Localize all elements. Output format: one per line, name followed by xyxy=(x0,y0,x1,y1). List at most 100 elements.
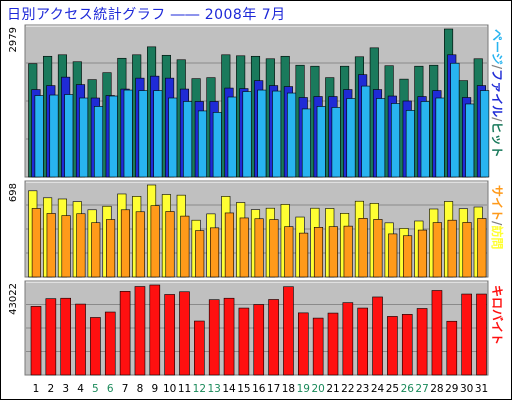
bar-hits-s2 xyxy=(138,90,148,178)
bar-kbytes-s0 xyxy=(268,299,279,376)
bar-kbytes-s0 xyxy=(238,307,250,376)
bar-hits-s2 xyxy=(227,96,237,178)
bar-hits-s2 xyxy=(197,110,208,178)
chart-title: 日別アクセス統計グラフ ―― 2008年 7月 xyxy=(7,7,286,23)
bar-kbytes-s0 xyxy=(446,320,458,376)
bar-visits-s1 xyxy=(31,208,41,278)
bar-visits-s1 xyxy=(180,215,190,278)
x-tick-label: 31 xyxy=(475,383,488,395)
bar-kbytes-s0 xyxy=(149,284,161,376)
x-tick-label: 30 xyxy=(460,383,473,395)
bar-hits-s2 xyxy=(301,108,312,178)
legend-item: / xyxy=(490,117,504,122)
bar-kbytes-s0 xyxy=(401,314,413,376)
legend-item: 訪問 xyxy=(490,225,505,249)
bar-visits-s1 xyxy=(239,217,249,278)
bar-kbytes-s0 xyxy=(297,312,309,376)
bar-hits-s2 xyxy=(465,103,475,178)
bar-visits-s1 xyxy=(447,219,457,278)
bar-hits-s2 xyxy=(34,95,44,178)
bar-hits-s2 xyxy=(79,97,89,178)
x-tick-label: 23 xyxy=(356,383,369,395)
bar-kbytes-s0 xyxy=(342,302,354,376)
bar-hits-s2 xyxy=(361,85,371,178)
y-max-label: 43022 xyxy=(8,283,19,315)
bar-kbytes-s0 xyxy=(431,290,443,376)
bar-visits-s1 xyxy=(417,229,428,278)
legend-visits: サイト/訪問 xyxy=(490,185,505,249)
bar-hits-s2 xyxy=(272,90,282,178)
legend-kbytes: キロバイト xyxy=(490,285,504,345)
bar-hits-s2 xyxy=(405,110,415,178)
bar-kbytes-s0 xyxy=(90,317,101,376)
x-tick-label: 11 xyxy=(178,383,191,395)
x-tick-label: 27 xyxy=(415,383,428,395)
bar-visits-s1 xyxy=(61,215,71,278)
legend-item: / xyxy=(490,221,504,226)
x-tick-label: 1 xyxy=(33,383,40,395)
bar-visits-s1 xyxy=(210,227,220,278)
bar-visits-s1 xyxy=(254,218,264,278)
bar-kbytes-s0 xyxy=(312,317,324,376)
bar-hits-s2 xyxy=(257,89,267,178)
bar-visits-s1 xyxy=(328,226,338,278)
bar-visits-s1 xyxy=(343,225,353,278)
x-tick-label: 20 xyxy=(311,383,324,395)
bar-kbytes-s0 xyxy=(134,286,146,376)
bar-hits-s2 xyxy=(435,97,445,178)
x-tick-label: 25 xyxy=(386,383,399,395)
bar-visits-s1 xyxy=(358,218,368,278)
x-tick-label: 13 xyxy=(208,383,221,395)
x-tick-label: 7 xyxy=(122,383,129,395)
bar-hits-s2 xyxy=(331,107,341,178)
bar-visits-s1 xyxy=(135,211,145,278)
bar-kbytes-s0 xyxy=(104,311,116,376)
bar-kbytes-s0 xyxy=(476,293,487,376)
bar-visits-s1 xyxy=(462,222,472,278)
bar-hits-s2 xyxy=(49,94,59,178)
bar-kbytes-s0 xyxy=(253,304,265,376)
bar-hits-s2 xyxy=(212,112,222,178)
x-tick-label: 6 xyxy=(107,383,114,395)
x-tick-label: 29 xyxy=(445,383,458,395)
x-tick-label: 4 xyxy=(77,383,84,395)
x-tick-label: 24 xyxy=(371,383,385,395)
x-tick-label: 2 xyxy=(48,383,55,395)
bar-kbytes-s0 xyxy=(208,299,220,376)
bar-visits-s1 xyxy=(195,230,205,278)
bar-hits-s2 xyxy=(450,62,460,178)
bar-hits-s2 xyxy=(420,101,430,178)
bar-visits-s1 xyxy=(165,211,175,278)
bar-hits-s2 xyxy=(153,90,163,178)
bar-visits-s1 xyxy=(388,233,398,278)
bar-kbytes-s0 xyxy=(461,293,472,376)
bar-kbytes-s0 xyxy=(179,291,190,376)
x-tick-label: 10 xyxy=(163,383,176,395)
bar-hits-s2 xyxy=(64,94,74,178)
y-max-label: 698 xyxy=(8,183,19,202)
bar-visits-s1 xyxy=(477,218,487,278)
bar-hits-s2 xyxy=(94,106,104,178)
bar-visits-s1 xyxy=(46,213,56,278)
bar-visits-s1 xyxy=(120,209,130,278)
bar-visits-s1 xyxy=(432,222,442,278)
bar-visits-s1 xyxy=(150,205,160,278)
x-tick-label: 19 xyxy=(297,383,310,395)
bar-hits-s2 xyxy=(376,98,386,178)
x-tick-label: 28 xyxy=(430,383,443,395)
legend-item: ヒット xyxy=(490,122,504,158)
bar-hits-s2 xyxy=(108,95,118,178)
bar-kbytes-s0 xyxy=(164,294,175,376)
x-tick-label: 15 xyxy=(237,383,250,395)
bar-visits-s1 xyxy=(224,212,234,278)
x-tick-label: 17 xyxy=(267,383,280,395)
bar-kbytes-s0 xyxy=(75,303,86,376)
bar-hits-s2 xyxy=(183,101,193,178)
bar-kbytes-s0 xyxy=(327,312,339,376)
bar-visits-s1 xyxy=(284,226,294,278)
x-tick-label: 9 xyxy=(151,383,158,395)
bar-kbytes-s0 xyxy=(357,307,369,376)
x-tick-label: 18 xyxy=(282,383,295,395)
